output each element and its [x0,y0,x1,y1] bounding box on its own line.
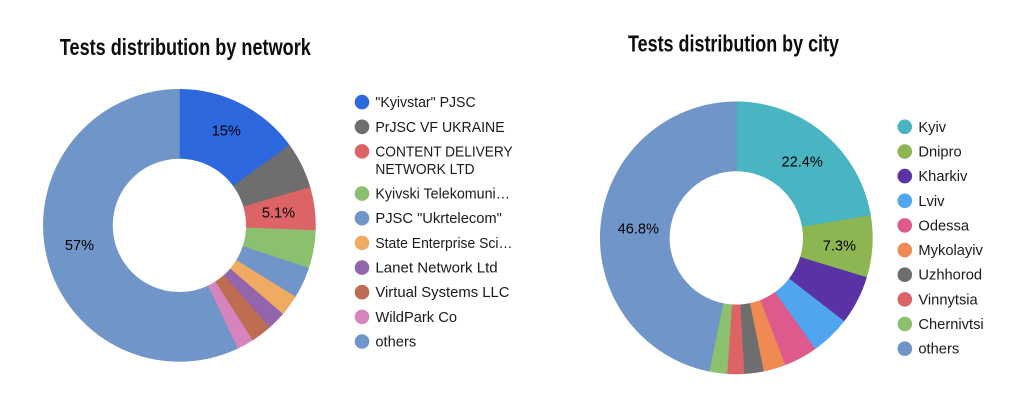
svg-text:15%: 15% [212,124,241,140]
svg-text:Kyiv: Kyiv [918,120,946,136]
svg-text:5.1%: 5.1% [262,206,295,222]
svg-text:State Enterprise Sci…: State Enterprise Sci… [375,236,512,252]
svg-text:CONTENT DELIVERY: CONTENT DELIVERY [375,144,512,160]
svg-text:Vinnytsia: Vinnytsia [918,292,978,308]
svg-text:Uzhhorod: Uzhhorod [918,268,982,284]
svg-text:Lviv: Lviv [918,194,945,210]
svg-text:Mykolayiv: Mykolayiv [918,243,983,259]
svg-text:22.4%: 22.4% [782,154,823,170]
svg-text:7.3%: 7.3% [823,238,856,254]
svg-text:Lanet Network Ltd: Lanet Network Ltd [375,261,497,277]
svg-text:"Kyivstar" PJSC: "Kyivstar" PJSC [375,95,476,111]
svg-text:Chernivtsi: Chernivtsi [918,317,983,333]
svg-text:Kyivski Telekomuni…: Kyivski Telekomuni… [375,187,510,203]
svg-text:WildPark Co: WildPark Co [375,310,457,326]
svg-text:others: others [918,342,959,358]
svg-text:Tests distribution by network: Tests distribution by network [60,34,311,60]
svg-text:Dnipro: Dnipro [918,145,961,161]
svg-text:Kharkiv: Kharkiv [918,169,968,185]
svg-text:PrJSC VF UKRAINE: PrJSC VF UKRAINE [375,120,504,136]
svg-text:Virtual Systems LLC: Virtual Systems LLC [375,285,509,301]
svg-text:57%: 57% [65,238,94,254]
svg-text:others: others [375,335,416,351]
svg-text:Tests distribution by city: Tests distribution by city [628,31,839,57]
svg-text:Odessa: Odessa [918,218,969,234]
svg-text:NETWORK LTD: NETWORK LTD [375,162,474,178]
svg-text:46.8%: 46.8% [618,222,659,238]
svg-text:PJSC "Ukrtelecom": PJSC "Ukrtelecom" [375,211,502,227]
